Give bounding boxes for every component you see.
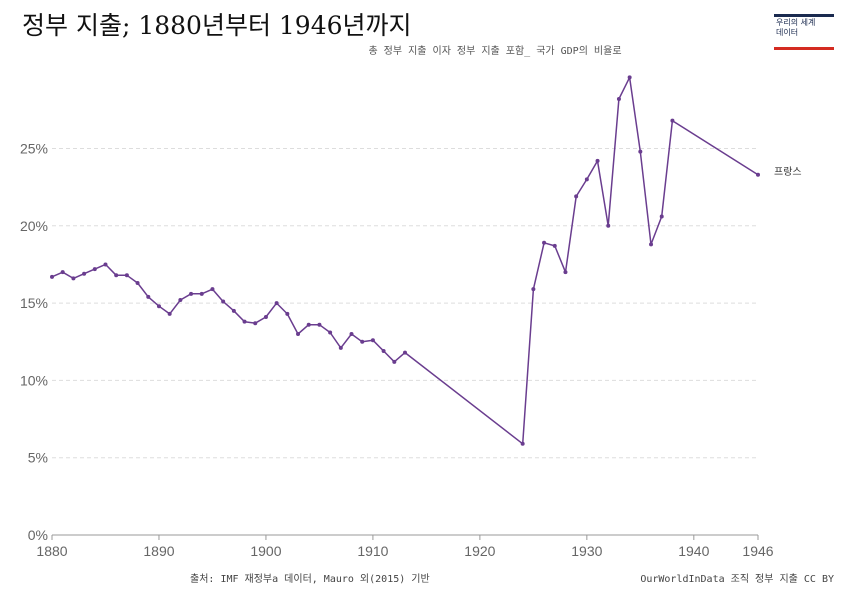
- data-point: [584, 177, 589, 182]
- data-point: [71, 276, 76, 281]
- data-point: [156, 304, 161, 309]
- x-tick-label: 1910: [357, 543, 388, 559]
- data-point: [392, 359, 397, 364]
- x-tick-label: 1946: [742, 543, 773, 559]
- data-point: [60, 270, 65, 275]
- data-point: [199, 291, 204, 296]
- data-point: [50, 274, 54, 279]
- data-point: [103, 262, 108, 267]
- data-point: [167, 311, 172, 316]
- data-point: [659, 214, 664, 219]
- data-point: [178, 298, 183, 303]
- x-tick-label: 1900: [250, 543, 281, 559]
- data-point: [82, 271, 87, 276]
- y-tick-label: 10%: [20, 372, 48, 388]
- x-tick-label: 1920: [464, 543, 495, 559]
- data-point: [531, 287, 536, 292]
- data-point: [114, 273, 119, 278]
- data-point: [189, 291, 194, 296]
- license-note[interactable]: OurWorldInData 조직 정부 지출 CC BY: [640, 574, 834, 585]
- data-point: [520, 441, 525, 446]
- data-point: [306, 322, 311, 327]
- x-tick-label: 1930: [571, 543, 602, 559]
- data-point: [370, 338, 375, 343]
- data-point: [124, 273, 129, 278]
- y-tick-label: 20%: [20, 218, 48, 234]
- x-tick-label: 1940: [678, 543, 709, 559]
- data-point: [381, 349, 386, 354]
- data-point: [627, 75, 632, 80]
- data-point: [649, 242, 654, 247]
- data-point: [756, 172, 760, 177]
- series-label: 프랑스: [774, 166, 802, 178]
- data-point: [221, 299, 226, 304]
- data-point: [231, 308, 236, 313]
- x-tick-label: 1880: [36, 543, 67, 559]
- data-point: [263, 315, 268, 320]
- data-point: [135, 281, 140, 286]
- data-point: [285, 311, 290, 316]
- owid-logo[interactable]: 우리의 세계 데이터: [774, 14, 834, 50]
- y-tick-label: 15%: [20, 295, 48, 311]
- source-note: 출처: IMF 재정부a 데이터, Mauro 외(2015) 기반: [190, 574, 430, 585]
- data-point: [670, 118, 675, 123]
- chart-title: 정부 지출; 1880년부터 1946년까지: [22, 11, 412, 40]
- data-point: [360, 339, 365, 344]
- x-tick-label: 1890: [143, 543, 174, 559]
- data-point: [296, 332, 301, 337]
- chart-subtitle: 총 정부 지출 이자 정부 지출 포함_ 국가 GDP의 비율로: [368, 46, 622, 57]
- series-line: [51, 76, 759, 445]
- data-point: [242, 319, 247, 324]
- y-tick-label: 0%: [28, 527, 48, 543]
- data-point: [274, 301, 279, 306]
- data-point: [403, 350, 407, 355]
- data-point: [210, 287, 215, 292]
- data-point: [317, 322, 322, 327]
- data-point: [606, 223, 611, 228]
- data-point: [595, 158, 600, 163]
- data-point: [574, 194, 579, 199]
- data-point: [563, 270, 568, 275]
- data-point: [616, 97, 621, 102]
- y-tick-label: 25%: [20, 141, 48, 157]
- data-point: [552, 243, 557, 248]
- data-point: [92, 267, 97, 272]
- data-point: [349, 332, 354, 337]
- logo-text: 우리의 세계 데이터: [776, 18, 816, 37]
- data-point: [638, 149, 643, 154]
- data-point: [338, 345, 343, 350]
- data-point: [253, 321, 258, 326]
- data-point: [542, 240, 547, 245]
- data-point: [328, 330, 333, 335]
- y-tick-label: 5%: [28, 450, 48, 466]
- data-point: [146, 294, 151, 299]
